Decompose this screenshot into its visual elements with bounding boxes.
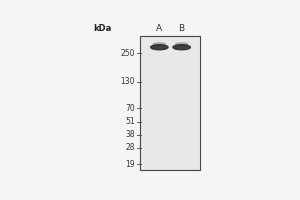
FancyBboxPatch shape	[140, 36, 200, 170]
Text: 70: 70	[125, 104, 135, 113]
Ellipse shape	[173, 45, 190, 50]
Text: 51: 51	[125, 117, 135, 126]
Text: A: A	[156, 24, 162, 33]
Text: 19: 19	[125, 160, 135, 169]
Text: B: B	[178, 24, 185, 33]
Text: 130: 130	[121, 77, 135, 86]
Text: kDa: kDa	[94, 24, 112, 33]
Text: 250: 250	[121, 49, 135, 58]
Ellipse shape	[176, 43, 188, 46]
Text: 28: 28	[126, 143, 135, 152]
Ellipse shape	[153, 43, 165, 46]
Text: 38: 38	[125, 130, 135, 139]
Ellipse shape	[151, 45, 168, 50]
